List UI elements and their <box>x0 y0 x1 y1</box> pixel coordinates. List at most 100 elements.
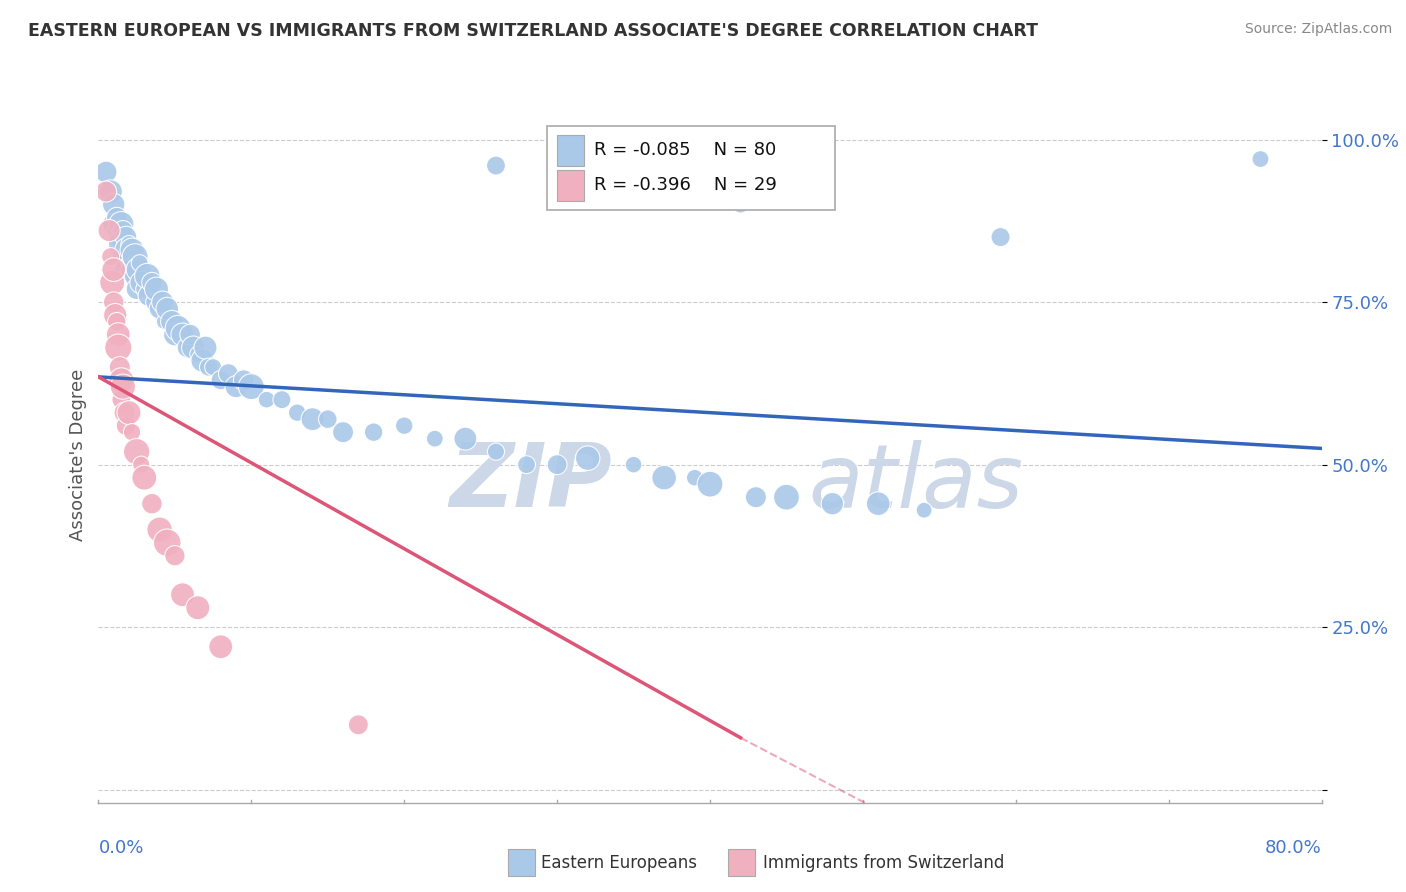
Point <box>699 477 721 491</box>
Point <box>172 327 194 342</box>
Point <box>103 197 125 211</box>
Point <box>730 197 752 211</box>
Point <box>285 406 308 420</box>
Point <box>107 341 129 355</box>
Point <box>110 373 132 387</box>
Point <box>145 282 167 296</box>
Point <box>118 256 141 270</box>
Point <box>100 250 122 264</box>
Point <box>181 341 204 355</box>
Text: atlas: atlas <box>808 440 1022 525</box>
Point <box>98 224 121 238</box>
Point <box>103 217 125 231</box>
Text: ZIP: ZIP <box>450 439 612 526</box>
Point <box>167 321 190 335</box>
Point <box>129 458 152 472</box>
Point <box>392 418 416 433</box>
Point <box>111 224 134 238</box>
Point <box>270 392 292 407</box>
Text: 0.0%: 0.0% <box>98 838 143 856</box>
Point <box>134 282 156 296</box>
Point <box>156 535 179 549</box>
Point <box>745 490 768 504</box>
Point <box>125 444 148 458</box>
Point <box>129 276 152 290</box>
Point <box>332 425 354 439</box>
Point <box>156 301 179 316</box>
Text: R = -0.396    N = 29: R = -0.396 N = 29 <box>593 176 776 194</box>
Point <box>191 353 214 368</box>
Point <box>232 373 254 387</box>
Point <box>105 315 128 329</box>
Point <box>100 185 122 199</box>
Point <box>125 269 148 284</box>
Point <box>868 497 890 511</box>
Point <box>110 236 132 251</box>
Point <box>118 236 141 251</box>
Point <box>160 315 183 329</box>
Point <box>127 262 149 277</box>
Point <box>990 230 1012 244</box>
FancyBboxPatch shape <box>508 849 536 876</box>
Point <box>134 471 156 485</box>
Point <box>163 549 186 563</box>
Point <box>94 185 117 199</box>
Point <box>316 412 339 426</box>
Point <box>110 392 132 407</box>
Point <box>110 217 132 231</box>
Point <box>652 471 675 485</box>
Point <box>103 295 125 310</box>
Point <box>179 327 201 342</box>
Point <box>111 379 134 393</box>
Point <box>128 256 150 270</box>
Point <box>347 718 370 732</box>
Point <box>149 301 172 316</box>
Point <box>163 327 186 342</box>
Y-axis label: Associate's Degree: Associate's Degree <box>69 368 87 541</box>
Point <box>138 288 160 302</box>
Text: Source: ZipAtlas.com: Source: ZipAtlas.com <box>1244 22 1392 37</box>
Point <box>120 250 142 264</box>
Text: EASTERN EUROPEAN VS IMMIGRANTS FROM SWITZERLAND ASSOCIATE'S DEGREE CORRELATION C: EASTERN EUROPEAN VS IMMIGRANTS FROM SWIT… <box>28 22 1038 40</box>
Point <box>118 406 141 420</box>
Point <box>108 230 131 244</box>
Point <box>115 262 138 277</box>
FancyBboxPatch shape <box>728 849 755 876</box>
Point <box>187 600 209 615</box>
Point <box>683 471 706 485</box>
Point <box>301 412 323 426</box>
Point <box>107 224 129 238</box>
Point <box>197 360 219 375</box>
Point <box>485 444 508 458</box>
Point <box>149 523 172 537</box>
Point <box>821 497 844 511</box>
Point <box>423 432 446 446</box>
FancyBboxPatch shape <box>557 135 583 166</box>
Point <box>546 458 568 472</box>
Text: Eastern Europeans: Eastern Europeans <box>541 854 697 871</box>
Point <box>107 327 129 342</box>
Point <box>576 451 599 466</box>
Point <box>101 276 124 290</box>
FancyBboxPatch shape <box>547 126 835 210</box>
Point <box>105 211 128 225</box>
Point <box>141 497 163 511</box>
Point <box>121 243 143 257</box>
Point <box>104 308 127 322</box>
Point <box>112 250 135 264</box>
Point <box>256 392 278 407</box>
Point <box>152 295 174 310</box>
Point <box>124 250 146 264</box>
Text: R = -0.085    N = 80: R = -0.085 N = 80 <box>593 141 776 159</box>
Point <box>153 315 176 329</box>
Point <box>217 367 239 381</box>
Point <box>136 269 159 284</box>
Point <box>912 503 935 517</box>
Point <box>623 458 645 472</box>
Point <box>121 262 143 277</box>
Point <box>454 432 477 446</box>
Point <box>112 406 135 420</box>
Point <box>108 360 131 375</box>
Text: Immigrants from Switzerland: Immigrants from Switzerland <box>762 854 1004 871</box>
Point <box>172 588 194 602</box>
